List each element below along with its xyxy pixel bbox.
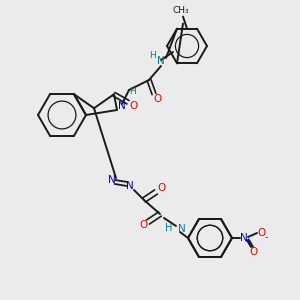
Text: H: H: [148, 52, 155, 61]
Text: -: -: [264, 232, 268, 242]
Text: H: H: [165, 223, 172, 233]
Text: O: O: [129, 101, 137, 111]
Text: N: N: [108, 175, 116, 185]
Text: O: O: [157, 183, 165, 193]
Text: O: O: [139, 220, 147, 230]
Text: +: +: [244, 238, 251, 247]
Text: O: O: [257, 228, 265, 238]
Text: O: O: [153, 94, 161, 104]
Text: N: N: [240, 233, 248, 243]
Text: N: N: [178, 224, 186, 234]
Text: CH₃: CH₃: [173, 6, 189, 15]
Text: N: N: [157, 56, 165, 66]
Text: N: N: [118, 101, 126, 111]
Text: N: N: [126, 181, 134, 191]
Text: H: H: [129, 87, 135, 96]
Text: O: O: [249, 247, 257, 257]
